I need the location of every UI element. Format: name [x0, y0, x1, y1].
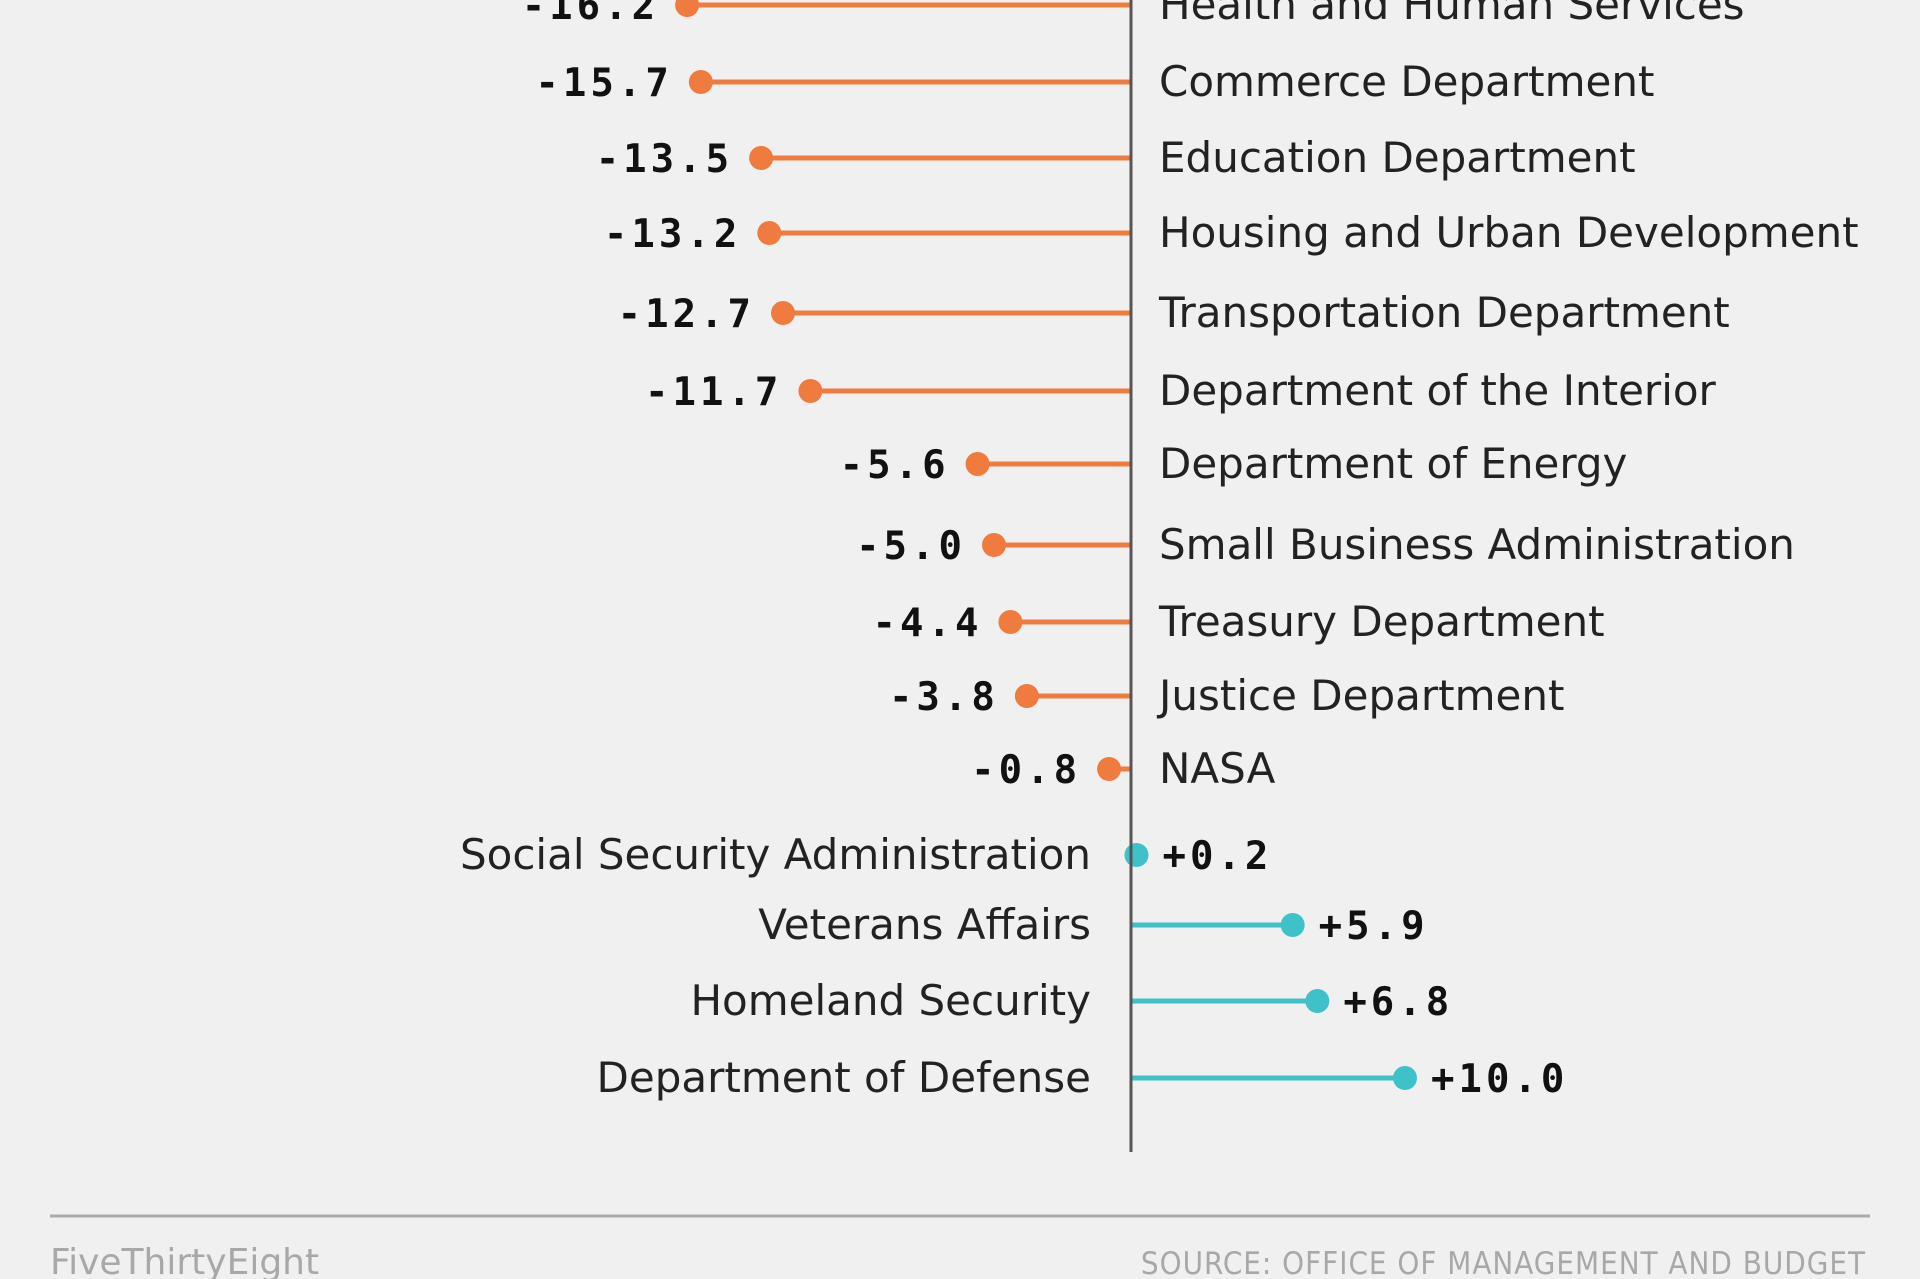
- value-label: -12.7: [618, 292, 755, 337]
- chart-row: -12.7 Transportation Department: [618, 288, 1730, 337]
- category-label: Department of Defense: [597, 1053, 1091, 1102]
- category-label: Health and Human Services: [1159, 0, 1745, 29]
- chart-row: -16.2 Health and Human Services: [522, 0, 1745, 29]
- category-label: Department of Energy: [1159, 439, 1627, 488]
- chart-row: +10.0 Department of Defense: [597, 1053, 1568, 1102]
- chart-row: -13.5 Education Department: [596, 133, 1636, 182]
- value-label: -15.7: [535, 61, 672, 106]
- value-label: -13.2: [604, 212, 741, 257]
- lollipop-dot: [675, 0, 700, 17]
- chart-row: -15.7 Commerce Department: [535, 57, 1654, 106]
- chart-row: +6.8 Homeland Security: [690, 976, 1453, 1025]
- lollipop-dot: [982, 533, 1006, 557]
- category-label: Treasury Department: [1158, 597, 1605, 646]
- lollipop-dot: [1305, 989, 1330, 1013]
- category-label: Commerce Department: [1159, 57, 1654, 106]
- category-label: Small Business Administration: [1159, 520, 1795, 569]
- chart-row: -13.2 Housing and Urban Development: [604, 208, 1859, 257]
- value-label: -4.4: [873, 601, 983, 646]
- chart-row: -3.8 Justice Department: [889, 671, 1565, 720]
- chart-row: -4.4 Treasury Department: [873, 597, 1605, 646]
- category-label: Education Department: [1159, 133, 1636, 182]
- lollipop-dot: [998, 610, 1023, 634]
- category-label: Homeland Security: [690, 976, 1091, 1025]
- category-label: Housing and Urban Development: [1159, 208, 1859, 257]
- lollipop-dot: [1124, 843, 1149, 867]
- footer-brand: FiveThirtyEight: [50, 1242, 319, 1279]
- value-label: +0.2: [1162, 834, 1272, 879]
- value-label: +6.8: [1343, 980, 1453, 1025]
- lollipop-dot: [1097, 757, 1122, 781]
- lollipop-dot: [749, 146, 774, 170]
- category-label: Veterans Affairs: [758, 900, 1091, 949]
- lollipop-dot: [1014, 684, 1039, 708]
- value-label: -5.6: [840, 443, 950, 488]
- category-label: Justice Department: [1156, 671, 1564, 720]
- value-label: -5.0: [856, 524, 966, 569]
- chart-row: -5.6 Department of Energy: [840, 439, 1628, 488]
- value-label: -13.5: [596, 137, 733, 182]
- category-label: Social Security Administration: [460, 830, 1091, 879]
- chart-row: -11.7 Department of the Interior: [645, 366, 1717, 415]
- lollipop-dot: [1393, 1066, 1417, 1090]
- lollipop-dot: [757, 221, 782, 245]
- category-label: Transportation Department: [1158, 288, 1730, 337]
- value-label: -11.7: [645, 370, 782, 415]
- chart-row: +0.2 Social Security Administration: [460, 830, 1272, 879]
- lollipop-dot: [965, 452, 990, 476]
- lollipop-dot: [688, 70, 713, 94]
- chart-row: -0.8 NASA: [971, 744, 1275, 793]
- value-label: +10.0: [1431, 1057, 1568, 1102]
- value-label: +5.9: [1319, 904, 1429, 949]
- lollipop-dot: [798, 379, 823, 403]
- lollipop-dot: [771, 301, 796, 325]
- value-label: -0.8: [971, 748, 1081, 793]
- value-label: -3.8: [889, 675, 999, 720]
- chart-rows: -16.2 Health and Human Services -15.7 Comme…: [460, 0, 1859, 1102]
- chart-row: +5.9 Veterans Affairs: [758, 900, 1429, 949]
- chart-row: -5.0 Small Business Administration: [856, 520, 1795, 569]
- value-label: -16.2: [522, 0, 659, 29]
- category-label: Department of the Interior: [1159, 366, 1717, 415]
- footer-source: SOURCE: OFFICE OF MANAGEMENT AND BUDGET: [1141, 1246, 1866, 1279]
- lollipop-dot: [1280, 913, 1305, 937]
- category-label: NASA: [1159, 744, 1276, 793]
